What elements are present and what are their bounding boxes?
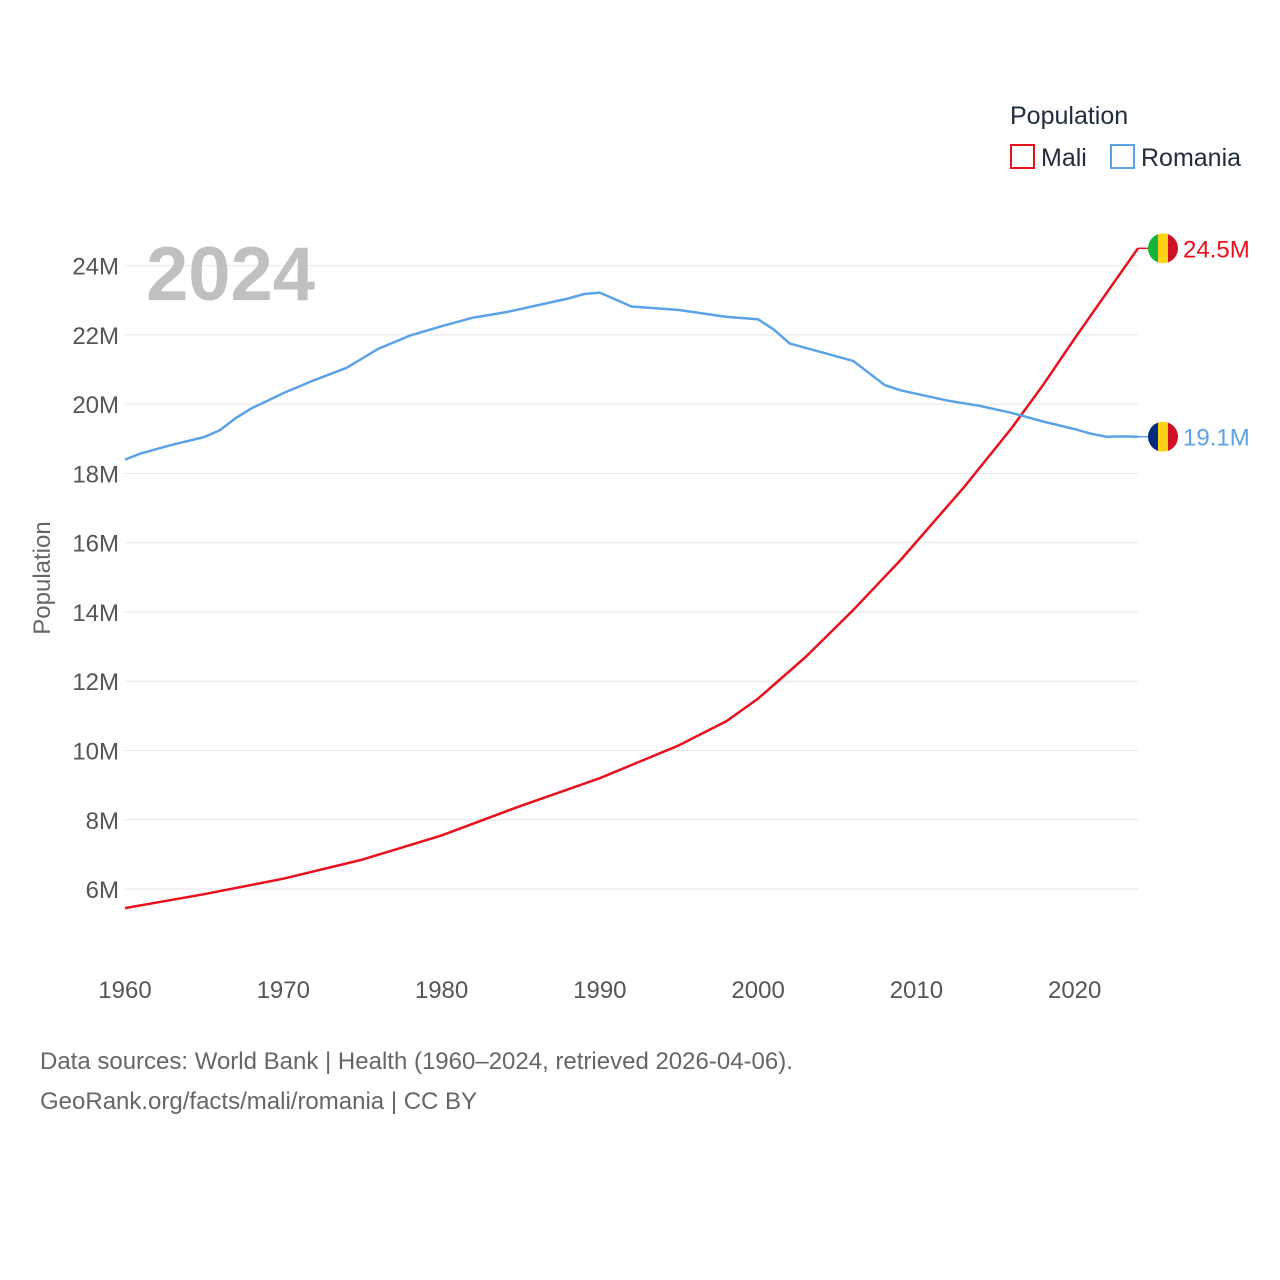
source-line: Data sources: World Bank | Health (1960–… <box>40 1048 793 1075</box>
y-axis-title: Population <box>29 521 56 634</box>
series-line-mali[interactable] <box>124 247 1140 910</box>
x-tick-label: 2000 <box>731 977 784 1004</box>
y-tick-label: 10M <box>72 739 119 766</box>
y-tick-label: 8M <box>86 808 119 835</box>
y-tick-label: 18M <box>72 461 119 488</box>
mali-flag-icon <box>1148 233 1178 264</box>
y-tick-label: 24M <box>72 254 119 281</box>
legend-swatch-mali <box>1010 144 1035 169</box>
x-tick-label: 1980 <box>415 977 468 1004</box>
x-axis-ticks: 1960 1970 1980 1990 2000 2010 2020 <box>98 977 1101 1004</box>
series-lines <box>124 247 1140 910</box>
y-tick-label: 16M <box>72 531 119 558</box>
legend-label-mali: Mali <box>1041 144 1087 172</box>
x-tick-label: 2020 <box>1048 977 1101 1004</box>
legend-item-mali[interactable]: Mali <box>1010 144 1087 172</box>
y-tick-label: 22M <box>72 323 119 350</box>
x-tick-label: 2010 <box>890 977 943 1004</box>
y-tick-label: 6M <box>86 877 119 904</box>
series-end-markers: 24.5M 19.1M <box>1138 233 1250 452</box>
gridlines <box>125 265 1138 890</box>
attribution-line: GeoRank.org/facts/mali/romania | CC BY <box>40 1088 478 1115</box>
x-tick-label: 1970 <box>257 977 310 1004</box>
x-tick-label: 1960 <box>98 977 151 1004</box>
y-tick-label: 20M <box>72 392 119 419</box>
legend-swatch-romania <box>1110 144 1135 169</box>
y-tick-label: 12M <box>72 669 119 696</box>
legend-title: Population <box>1010 102 1128 130</box>
source-footer: Data sources: World Bank | Health (1960–… <box>40 1042 793 1122</box>
legend-item-romania[interactable]: Romania <box>1110 144 1241 172</box>
y-tick-label: 14M <box>72 600 119 627</box>
series-line-romania[interactable] <box>124 291 1139 461</box>
legend: Population Mali Romania <box>1010 102 1241 172</box>
y-axis-ticks: 6M 8M 10M 12M 14M 16M 18M 20M 22M 24M <box>72 254 119 904</box>
current-year-label: 2024 <box>146 232 315 317</box>
romania-flag-icon <box>1148 421 1178 452</box>
legend-label-romania: Romania <box>1141 144 1241 172</box>
end-value-label-romania: 19.1M <box>1183 425 1250 452</box>
x-tick-label: 1990 <box>573 977 626 1004</box>
end-value-label-mali: 24.5M <box>1183 236 1250 263</box>
